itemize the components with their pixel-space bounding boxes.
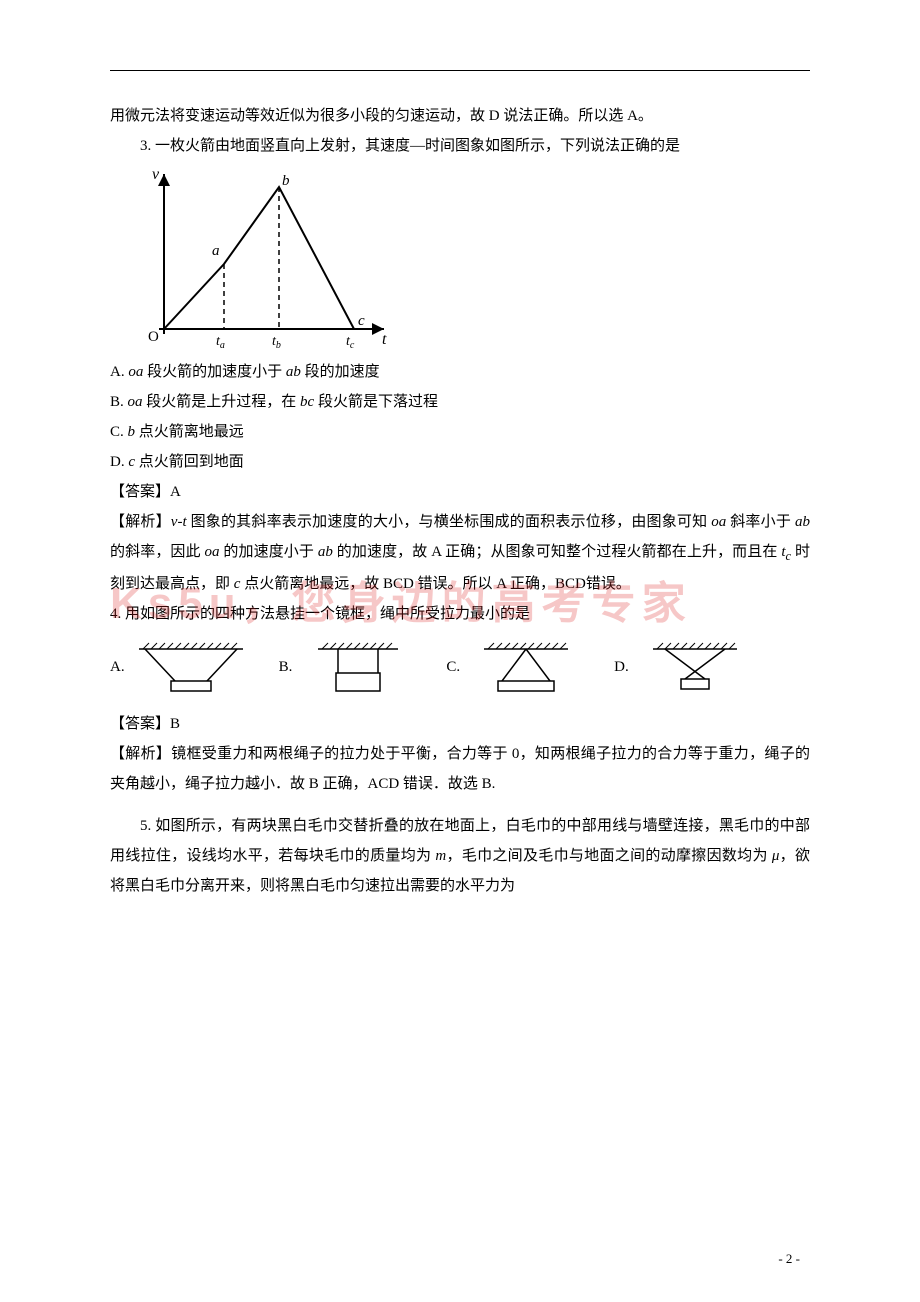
page-number: - 2 -: [778, 1246, 800, 1272]
q4-answer: 【答案】B: [110, 709, 810, 739]
q4-opt-d-label: D.: [614, 652, 629, 682]
page: 用微元法将变速运动等效近似为很多小段的匀速运动，故 D 说法正确。所以选 A。 …: [0, 0, 920, 1302]
svg-text:b: b: [282, 173, 290, 189]
q3-option-c: C. b 点火箭离地最远: [110, 417, 810, 447]
q4-option-a: A.: [110, 639, 251, 695]
intro-paragraph: 用微元法将变速运动等效近似为很多小段的匀速运动，故 D 说法正确。所以选 A。: [110, 101, 810, 131]
svg-text:O: O: [148, 329, 159, 345]
q4-opt-a-label: A.: [110, 652, 125, 682]
q3-analysis: 【解析】v-t 图象的其斜率表示加速度的大小，与横坐标围成的面积表示位移，由图象…: [110, 507, 810, 599]
q4-diagram-a: [131, 639, 251, 695]
q4-opt-c-label: C.: [446, 652, 460, 682]
q4-stem: 4. 用如图所示的四种方法悬挂一个镜框，绳中所受拉力最小的是: [110, 599, 810, 629]
q4-diagram-c: [466, 639, 586, 695]
svg-text:tb: tb: [272, 334, 281, 349]
spacer: [110, 799, 810, 811]
q4-diagram-d: [635, 639, 755, 695]
svg-text:ta: ta: [216, 334, 225, 349]
q3-stem: 3. 一枚火箭由地面竖直向上发射，其速度—时间图象如图所示，下列说法正确的是: [110, 131, 810, 161]
q4-opt-b-label: B.: [279, 652, 293, 682]
q5-stem: 5. 如图所示，有两块黑白毛巾交替折叠的放在地面上，白毛巾的中部用线与墙壁连接，…: [110, 811, 810, 901]
svg-text:a: a: [212, 243, 220, 259]
svg-text:tc: tc: [346, 334, 355, 349]
svg-text:c: c: [358, 313, 365, 329]
q4-analysis: 【解析】镜框受重力和两根绳子的拉力处于平衡，合力等于 0，知两根绳子拉力的合力等…: [110, 739, 810, 799]
q4-options-row: A. B. C.: [110, 639, 810, 695]
svg-text:v: v: [152, 169, 160, 183]
top-rule: [110, 70, 810, 71]
q4-diagram-b: [298, 639, 418, 695]
q4-option-d: D.: [614, 639, 755, 695]
q4-option-c: C.: [446, 639, 586, 695]
q3-option-b: B. oa 段火箭是上升过程，在 bc 段火箭是下落过程: [110, 387, 810, 417]
svg-text:t: t: [382, 331, 387, 348]
q3-option-d: D. c 点火箭回到地面: [110, 447, 810, 477]
q4-option-b: B.: [279, 639, 419, 695]
q3-graph: v t O a b c ta tb tc: [134, 169, 394, 349]
q3-option-a: A. oa 段火箭的加速度小于 ab 段的加速度: [110, 357, 810, 387]
q3-answer: 【答案】A: [110, 477, 810, 507]
